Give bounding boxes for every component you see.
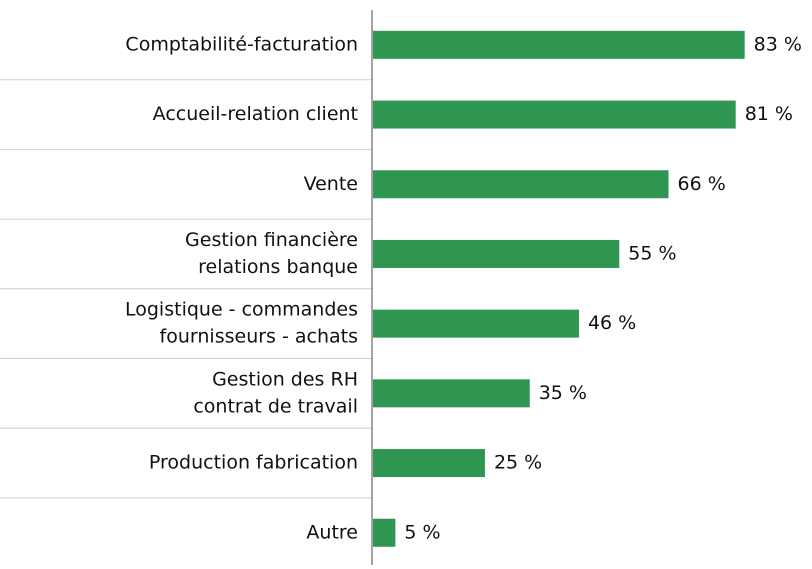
category-label: Vente bbox=[304, 173, 358, 195]
value-label: 46 % bbox=[588, 312, 636, 334]
category-label: Gestion des RH bbox=[212, 368, 358, 390]
value-label: 81 % bbox=[745, 103, 793, 125]
category-label: Comptabilité-facturation bbox=[125, 33, 358, 55]
category-label: Logistique - commandes bbox=[125, 299, 358, 321]
category-label: contrat de travail bbox=[193, 395, 358, 417]
value-label: 35 % bbox=[539, 382, 587, 404]
category-label: Autre bbox=[306, 521, 358, 543]
category-label: Production fabrication bbox=[149, 452, 358, 474]
value-label: 25 % bbox=[494, 452, 542, 474]
value-label: 66 % bbox=[678, 173, 726, 195]
category-label: relations banque bbox=[198, 256, 358, 278]
bar bbox=[373, 449, 485, 478]
value-label: 55 % bbox=[628, 242, 676, 264]
bar bbox=[373, 239, 620, 268]
bar bbox=[373, 170, 669, 199]
category-label: Accueil-relation client bbox=[153, 103, 358, 125]
category-label: fournisseurs - achats bbox=[160, 326, 358, 348]
value-label: 5 % bbox=[404, 521, 440, 543]
bar bbox=[373, 30, 745, 59]
category-label: Gestion financière bbox=[185, 229, 358, 251]
bar bbox=[373, 309, 579, 338]
bar bbox=[373, 379, 530, 408]
value-label: 83 % bbox=[754, 33, 802, 55]
bar bbox=[373, 518, 396, 547]
bar bbox=[373, 100, 736, 129]
